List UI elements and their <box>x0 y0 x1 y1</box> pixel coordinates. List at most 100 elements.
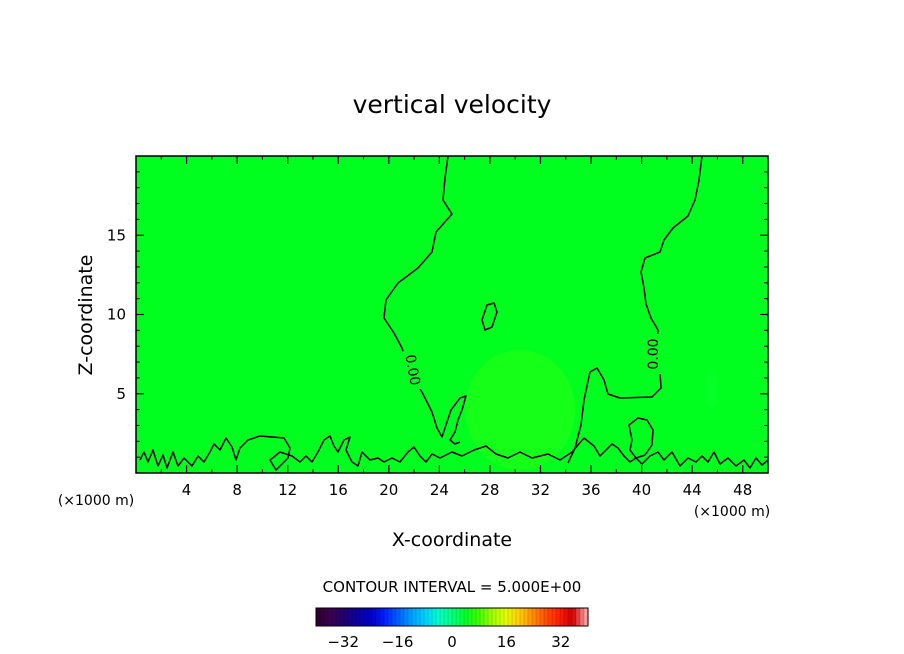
colorbar-ticks: −32 −16 0 16 32 <box>327 633 570 651</box>
colorbar-tick-label: 16 <box>497 633 516 651</box>
x-unit-right: (×1000 m) <box>694 504 770 520</box>
colorbar-tick-label: −16 <box>382 633 414 651</box>
x-tick-label: 48 <box>733 481 752 499</box>
colorbar-cell <box>556 608 561 626</box>
colorbar-cell <box>408 608 413 626</box>
colorbar-tick-label: −32 <box>327 633 359 651</box>
colorbar-tick-label: 32 <box>551 633 570 651</box>
colorbar-cell <box>400 608 405 626</box>
contour-label-left-text: 0.00 <box>401 353 422 386</box>
colorbar-cell <box>344 608 349 626</box>
contour-label-right-text: 0.00 <box>646 338 662 369</box>
colorbar-cell <box>432 608 437 626</box>
y-tick-label: 10 <box>107 306 126 324</box>
colorbar-cell <box>368 608 373 626</box>
y-tick-label: 5 <box>116 385 126 403</box>
colorbar-cell <box>524 608 529 626</box>
colorbar-cell <box>428 608 433 626</box>
colorbar-cell <box>388 608 393 626</box>
colorbar-cell <box>476 608 481 626</box>
colorbar-frame <box>315 607 589 627</box>
label-right-mask <box>645 334 661 374</box>
x-tick-label: 24 <box>430 481 449 499</box>
colorbar-cell <box>508 608 513 626</box>
contour-left-plume <box>383 155 467 445</box>
colorbar-cell <box>424 608 429 626</box>
colorbar-cell <box>348 608 353 626</box>
colorbar-cell <box>564 608 569 626</box>
colorbar-cell <box>480 608 485 626</box>
colorbar-cell <box>332 608 337 626</box>
colorbar-cell <box>328 608 333 626</box>
label-left-mask <box>401 348 425 391</box>
colorbar-cell <box>320 608 325 626</box>
colorbar-cell <box>336 608 341 626</box>
colorbar-cell <box>552 608 557 626</box>
colorbar-cell <box>504 608 509 626</box>
colorbar-cell <box>484 608 489 626</box>
contour-surface-turbulence <box>139 435 769 471</box>
y-axis-ticks: 5 10 15 <box>107 171 768 458</box>
colorbar-cell <box>356 608 361 626</box>
colorbar-cell <box>540 608 545 626</box>
colorbar-cell <box>456 608 461 626</box>
colorbar-cell <box>544 608 549 626</box>
y-axis-label: Z-coordinate <box>75 255 97 376</box>
colorbar-cell <box>452 608 457 626</box>
colorbar-cell <box>536 608 541 626</box>
colorbar-cell <box>492 608 497 626</box>
x-tick-label: 16 <box>329 481 348 499</box>
x-tick-label: 4 <box>182 481 192 499</box>
colorbar-cell <box>324 608 329 626</box>
x-tick-label: 8 <box>232 481 242 499</box>
x-axis-ticks: 4 8 12 16 20 24 28 32 36 40 44 48 <box>160 156 752 499</box>
colorbar-cell <box>340 608 345 626</box>
x-tick-label: 44 <box>683 481 702 499</box>
colorbar-cell <box>392 608 397 626</box>
colorbar-cell <box>384 608 389 626</box>
colorbar-cell <box>380 608 385 626</box>
contour-lower-right-cell <box>628 417 654 459</box>
contour-label-left: 0.00 <box>401 348 425 391</box>
colorbar-cell <box>576 608 581 626</box>
colorbar-cell <box>352 608 357 626</box>
colorbar-cell <box>496 608 501 626</box>
colorbar-cell <box>516 608 521 626</box>
x-tick-label: 20 <box>379 481 398 499</box>
colorbar-cell <box>396 608 401 626</box>
colorbar <box>315 607 589 627</box>
velocity-field <box>136 156 768 473</box>
colorbar-cell <box>560 608 565 626</box>
colorbar-cell <box>316 608 321 626</box>
colorbar-cell <box>444 608 449 626</box>
colorbar-tick-label: 0 <box>447 633 457 651</box>
colorbar-cell <box>460 608 465 626</box>
colorbar-cell <box>416 608 421 626</box>
chart-title: vertical velocity <box>353 90 552 119</box>
contour-label-right: 0.00 <box>645 334 662 374</box>
colorbar-cell <box>512 608 517 626</box>
colorbar-cell <box>488 608 493 626</box>
contour-interval-text: CONTOUR INTERVAL = 5.000E+00 <box>323 578 582 596</box>
x-tick-label: 32 <box>531 481 550 499</box>
colorbar-cell <box>360 608 365 626</box>
x-tick-label: 40 <box>632 481 651 499</box>
colorbar-cell <box>440 608 445 626</box>
colorbar-cell <box>376 608 381 626</box>
colorbar-cell <box>372 608 377 626</box>
x-tick-label: 28 <box>480 481 499 499</box>
colorbar-cell <box>520 608 525 626</box>
colorbar-cell <box>464 608 469 626</box>
colorbar-cell <box>468 608 473 626</box>
y-tick-label: 15 <box>107 226 126 244</box>
x-tick-label: 36 <box>581 481 600 499</box>
colorbar-cell <box>572 608 577 626</box>
x-axis-label: X-coordinate <box>392 529 512 551</box>
colorbar-cell <box>532 608 537 626</box>
x-unit-left: (×1000 m) <box>58 493 134 509</box>
colorbar-cell <box>420 608 425 626</box>
colorbar-cell <box>568 608 573 626</box>
colorbar-cell <box>472 608 477 626</box>
